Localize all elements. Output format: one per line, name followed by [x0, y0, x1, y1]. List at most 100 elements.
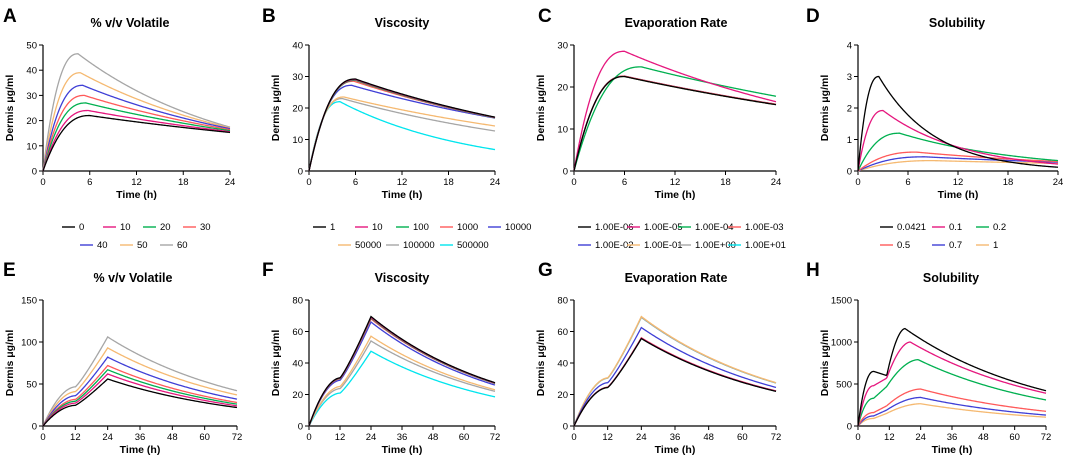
x-tick-label: 48	[428, 432, 439, 443]
y-tick-label: 0	[298, 422, 303, 433]
y-axis-label: Dermis μg/ml	[270, 75, 282, 142]
legend-label: 10	[372, 222, 383, 233]
legend-label: 1.00E-05	[644, 222, 683, 233]
y-tick-label: 150	[21, 296, 37, 307]
x-tick-label: 12	[953, 177, 964, 188]
y-tick-label: 60	[557, 327, 568, 338]
y-tick-label: 0	[32, 167, 37, 178]
y-tick-label: 20	[292, 390, 303, 401]
series-line	[857, 403, 1047, 427]
series-line	[573, 50, 777, 172]
series-line	[857, 396, 1047, 427]
legend-label: 50	[137, 240, 148, 251]
x-tick-label: 60	[737, 432, 748, 443]
x-tick-label: 24	[636, 432, 647, 443]
y-tick-label: 1500	[831, 296, 852, 307]
y-axis-label: Dermis μg/ml	[535, 75, 547, 142]
legend-label: 60	[177, 240, 188, 251]
x-tick-label: 72	[771, 432, 782, 443]
panel-title: Solubility	[923, 271, 979, 285]
series-line	[857, 327, 1047, 427]
x-tick-label: 24	[366, 432, 377, 443]
legend-label: 0.5	[897, 240, 910, 251]
x-tick-label: 24	[1053, 177, 1064, 188]
x-axis-label: Time (h)	[938, 189, 979, 201]
panel-label: D	[806, 6, 820, 27]
y-tick-label: 40	[292, 41, 303, 52]
series-line	[42, 364, 238, 427]
y-axis-label: Dermis μg/ml	[535, 330, 547, 397]
y-tick-label: 0	[32, 422, 37, 433]
legend-label: 1	[330, 222, 335, 233]
series-line	[573, 316, 777, 427]
series-line	[42, 356, 238, 427]
x-tick-label: 18	[443, 177, 454, 188]
legend-label: 1000	[457, 222, 478, 233]
legend-label: 0	[79, 222, 84, 233]
series-line	[308, 78, 496, 172]
legend-label: 100000	[403, 240, 435, 251]
panel-H: H Solubility 0 500 1000 1500 0 12 24 36 48 60 72 Time…	[806, 260, 1051, 456]
x-tick-label: 60	[199, 432, 210, 443]
panel-G: G Evaporation Rate 0 20 40 60 80 0 12 24 36 48 60 72 T…	[535, 260, 781, 456]
x-tick-label: 72	[1041, 432, 1052, 443]
y-tick-label: 1000	[831, 338, 852, 349]
series-line	[573, 66, 777, 172]
x-tick-label: 0	[855, 177, 860, 188]
y-tick-label: 2	[847, 104, 852, 115]
series-line	[573, 326, 777, 427]
legend-label: 1.00E-06	[595, 222, 634, 233]
panel-title: % v/v Volatile	[94, 271, 173, 285]
series-line	[573, 337, 777, 427]
legend-label: 10	[120, 222, 131, 233]
series-line	[308, 335, 496, 427]
legend-label: 0.0421	[897, 222, 926, 233]
series-line	[573, 75, 777, 172]
x-tick-label: 36	[947, 432, 958, 443]
x-axis-label: Time (h)	[382, 189, 423, 201]
panel-F: F Viscosity 0 20 40 60 80 0 12 24 36 48 60 72 Time (h)…	[262, 260, 500, 456]
legend-label: 1.00E-04	[695, 222, 734, 233]
x-tick-label: 24	[225, 177, 236, 188]
series-line	[42, 53, 231, 172]
y-tick-label: 80	[557, 296, 568, 307]
x-tick-label: 18	[720, 177, 731, 188]
legend-label: 500000	[457, 240, 489, 251]
panel-title: Evaporation Rate	[625, 16, 728, 30]
y-tick-label: 20	[557, 390, 568, 401]
series-line	[857, 359, 1047, 427]
series-line	[308, 101, 496, 172]
series-line	[573, 336, 777, 427]
series-line	[857, 341, 1047, 427]
legend-label: 1.00E+00	[695, 240, 736, 251]
series-line	[857, 132, 1059, 172]
legend: 0.0421 0.1 0.2 0.5 0.7 1	[880, 222, 1006, 251]
x-tick-label: 12	[335, 432, 346, 443]
y-axis-label: Dermis μg/ml	[819, 330, 831, 397]
panel-label: C	[538, 6, 552, 27]
x-axis-label: Time (h)	[932, 444, 973, 456]
x-tick-label: 12	[602, 432, 613, 443]
y-tick-label: 30	[557, 41, 568, 52]
y-tick-label: 20	[557, 83, 568, 94]
x-tick-label: 0	[306, 177, 311, 188]
y-tick-label: 0	[298, 167, 303, 178]
series-line	[308, 97, 496, 172]
legend-label: 1.00E+01	[745, 240, 786, 251]
legend-label: 100	[413, 222, 429, 233]
y-axis-label: Dermis μg/ml	[819, 75, 831, 142]
y-tick-label: 20	[26, 116, 37, 127]
x-tick-label: 48	[167, 432, 178, 443]
series-line	[42, 336, 238, 427]
x-tick-label: 0	[40, 177, 45, 188]
x-tick-label: 60	[1009, 432, 1020, 443]
series-line	[857, 75, 1059, 172]
series-line	[308, 321, 496, 427]
series-line	[308, 340, 496, 427]
x-tick-label: 6	[622, 177, 627, 188]
y-tick-label: 30	[26, 91, 37, 102]
legend: 0 10 20 30 40 50 60	[62, 222, 211, 251]
x-tick-label: 72	[232, 432, 243, 443]
y-tick-label: 50	[26, 380, 37, 391]
series-line	[573, 315, 777, 427]
